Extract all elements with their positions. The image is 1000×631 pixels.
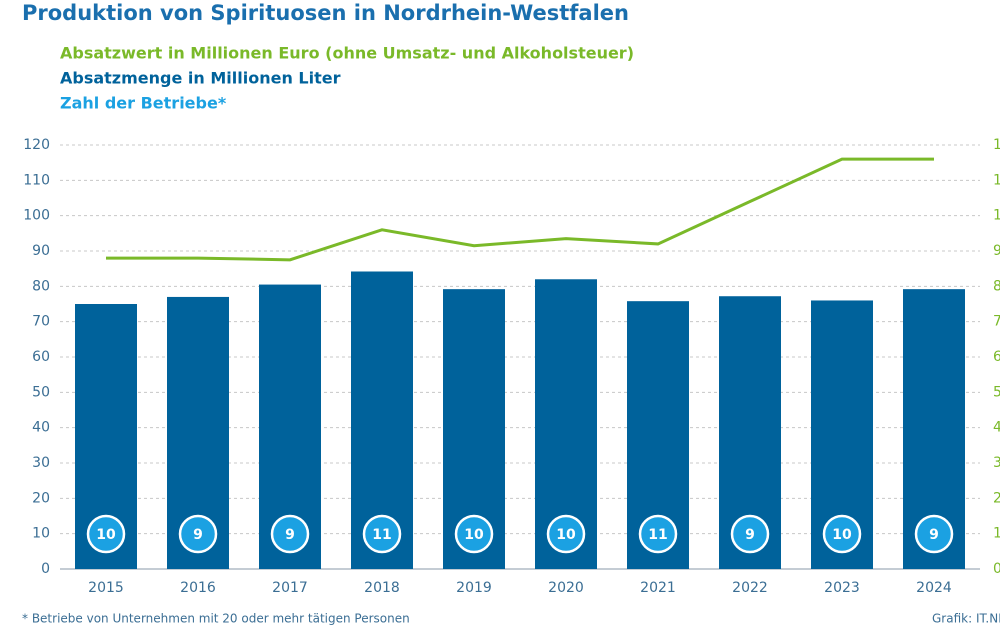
count-badge [362, 514, 402, 554]
source: Grafik: IT.NRW [932, 612, 1000, 626]
y-tick-label: 110 [23, 172, 50, 188]
x-tick-label: 2017 [272, 580, 308, 596]
count-label: 11 [372, 527, 391, 543]
y-tick-label: 40 [32, 420, 50, 436]
y2-tick-label: 100 [993, 208, 1000, 224]
y2-tick-label: 0 [993, 561, 1000, 577]
chart-title: Produktion von Spirituosen in Nordrhein-… [22, 1, 629, 25]
count-badge [454, 514, 494, 554]
count-label: 10 [832, 527, 852, 543]
count-label: 9 [285, 527, 295, 543]
y-tick-label: 120 [23, 137, 50, 153]
y-tick-label: 100 [23, 208, 50, 224]
y-tick-label: 20 [32, 490, 50, 506]
legend-entry: Absatzmenge in Millionen Liter [60, 69, 341, 88]
y2-tick-label: 90 [993, 243, 1000, 259]
y2-tick-label: 20 [993, 490, 1000, 506]
y2-tick-label: 50 [993, 384, 1000, 400]
y-tick-label: 90 [32, 243, 50, 259]
count-label: 11 [648, 527, 667, 543]
y-tick-label: 0 [41, 561, 50, 577]
x-tick-label: 2021 [640, 580, 676, 596]
x-tick-label: 2022 [732, 580, 768, 596]
count-badge [270, 514, 310, 554]
count-label: 10 [556, 527, 576, 543]
y2-tick-label: 30 [993, 455, 1000, 471]
y2-tick-label: 80 [993, 278, 1000, 294]
y2-tick-label: 110 [993, 172, 1000, 188]
y-tick-label: 10 [32, 526, 50, 542]
x-tick-label: 2020 [548, 580, 584, 596]
y2-tick-label: 70 [993, 314, 1000, 330]
legend-entry: Zahl der Betriebe* [60, 94, 227, 113]
count-label: 10 [464, 527, 484, 543]
count-label: 9 [929, 527, 939, 543]
x-tick-label: 2019 [456, 580, 492, 596]
x-tick-label: 2023 [824, 580, 860, 596]
count-badge [914, 514, 954, 554]
y2-tick-label: 40 [993, 420, 1000, 436]
x-tick-label: 2015 [88, 580, 124, 596]
y2-tick-label: 60 [993, 349, 1000, 365]
x-tick-label: 2024 [916, 580, 952, 596]
count-badge [546, 514, 586, 554]
legend-entry: Absatzwert in Millionen Euro (ohne Umsat… [60, 44, 634, 63]
line [106, 157, 934, 262]
y-tick-label: 80 [32, 278, 50, 294]
y2-tick-label: 120 [993, 137, 1000, 153]
count-badge [638, 514, 678, 554]
footnote: * Betriebe von Unternehmen mit 20 oder m… [22, 612, 410, 626]
count-badge [730, 514, 770, 554]
count-badge [178, 514, 218, 554]
y-tick-label: 50 [32, 384, 50, 400]
y-tick-label: 30 [32, 455, 50, 471]
y-tick-label: 60 [32, 349, 50, 365]
count-badge [86, 514, 126, 554]
count-label: 10 [96, 527, 116, 543]
x-tick-label: 2018 [364, 580, 400, 596]
x-tick-label: 2016 [180, 580, 216, 596]
y-tick-label: 70 [32, 314, 50, 330]
count-badge [822, 514, 862, 554]
count-label: 9 [745, 527, 755, 543]
y2-tick-label: 10 [993, 526, 1000, 542]
count-label: 9 [193, 527, 203, 543]
